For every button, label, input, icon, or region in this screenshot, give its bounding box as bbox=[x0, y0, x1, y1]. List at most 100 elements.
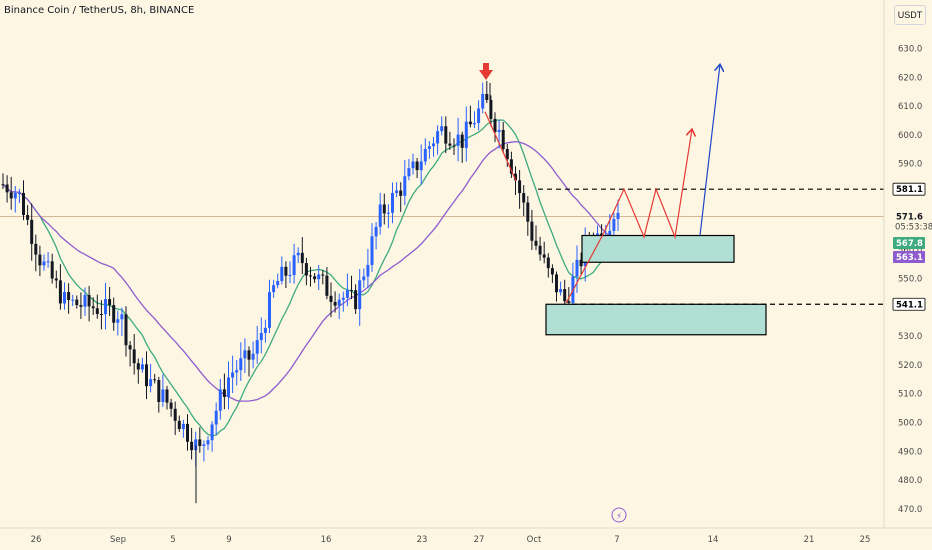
candle bbox=[63, 282, 66, 310]
candle bbox=[128, 341, 132, 367]
candle bbox=[559, 281, 563, 296]
candle-body bbox=[427, 146, 431, 149]
candle-body bbox=[218, 389, 222, 411]
candle bbox=[276, 273, 280, 289]
candle bbox=[91, 297, 95, 315]
candle-body bbox=[522, 193, 526, 203]
candle bbox=[165, 385, 169, 410]
candle bbox=[550, 264, 554, 284]
candle bbox=[337, 293, 341, 320]
candle bbox=[124, 306, 128, 357]
candle bbox=[46, 252, 50, 268]
candle bbox=[370, 223, 374, 272]
candle bbox=[419, 144, 423, 185]
candles bbox=[1, 80, 620, 504]
time-axis[interactable]: 26 Sep 5 9 16 23 27 Oct 7 14 21 25 bbox=[0, 527, 932, 545]
candle-body bbox=[259, 333, 263, 341]
candle bbox=[522, 185, 526, 217]
candle-body bbox=[116, 319, 120, 323]
candle-body bbox=[493, 118, 497, 133]
candle-body bbox=[419, 161, 423, 171]
candle-body bbox=[464, 121, 468, 148]
candle-body bbox=[104, 299, 107, 315]
candle-body bbox=[34, 243, 38, 255]
candle-body bbox=[358, 280, 362, 310]
resistance-tag-bg bbox=[892, 182, 926, 196]
support-tag: 541.1 bbox=[896, 300, 923, 310]
time-tick-label: 25 bbox=[860, 535, 871, 545]
candle bbox=[325, 267, 329, 300]
candle-body bbox=[546, 257, 550, 269]
candle-body bbox=[132, 349, 136, 364]
candle-body bbox=[374, 226, 378, 237]
candle bbox=[268, 279, 271, 333]
candle bbox=[272, 279, 276, 298]
candle-body bbox=[550, 268, 554, 275]
candle-body bbox=[71, 299, 75, 301]
candle-body bbox=[157, 380, 161, 402]
candle-body bbox=[399, 190, 403, 196]
candle-body bbox=[46, 261, 50, 263]
currency-selector[interactable]: USDT bbox=[894, 5, 926, 25]
candle bbox=[526, 196, 530, 236]
candle-body bbox=[395, 190, 399, 193]
candle-body bbox=[542, 254, 546, 258]
candle-body bbox=[120, 314, 124, 320]
candle bbox=[350, 275, 353, 300]
candle bbox=[140, 357, 144, 373]
candle-body bbox=[95, 308, 99, 315]
time-tick-label: 9 bbox=[226, 535, 231, 545]
price-tick-label: 470.0 bbox=[898, 505, 922, 515]
projection-paths bbox=[484, 64, 720, 304]
candle-body bbox=[411, 161, 415, 169]
candle bbox=[505, 144, 509, 167]
candle bbox=[54, 270, 58, 289]
candle bbox=[452, 138, 456, 155]
candle bbox=[87, 285, 91, 322]
candle bbox=[181, 419, 185, 438]
candle-body bbox=[325, 275, 329, 296]
candle bbox=[313, 273, 317, 283]
candle-body bbox=[75, 299, 79, 306]
candle-body bbox=[345, 290, 349, 298]
candle bbox=[411, 153, 415, 175]
candle-body bbox=[1, 184, 5, 186]
candle-body bbox=[296, 252, 300, 256]
candle bbox=[530, 209, 534, 250]
last-price-tag-countdown: 05:53:38 bbox=[895, 223, 932, 233]
candle-body bbox=[272, 285, 276, 293]
candle-body bbox=[67, 291, 71, 300]
down-arrow-icon bbox=[479, 63, 493, 80]
candle-body bbox=[341, 297, 345, 300]
candle-body bbox=[50, 261, 54, 279]
candle bbox=[227, 361, 230, 410]
candle bbox=[13, 185, 17, 213]
candle-body bbox=[268, 292, 271, 328]
candle bbox=[50, 253, 54, 284]
candle bbox=[198, 427, 202, 453]
candle-body bbox=[452, 145, 456, 147]
price-tick-label: 600.0 bbox=[898, 131, 922, 141]
candle-body bbox=[378, 204, 382, 227]
candle bbox=[448, 131, 452, 150]
candle-body bbox=[567, 301, 571, 303]
candle-body bbox=[17, 192, 21, 194]
candle bbox=[190, 428, 194, 460]
candle bbox=[440, 116, 444, 136]
candle-body bbox=[288, 275, 292, 277]
candle-body bbox=[563, 289, 567, 302]
price-tick-label: 480.0 bbox=[898, 476, 922, 486]
candle-body bbox=[58, 280, 62, 304]
candle-body bbox=[206, 440, 210, 445]
candle bbox=[222, 373, 226, 410]
candle-body bbox=[140, 364, 144, 370]
candle-body bbox=[485, 93, 489, 100]
price-axis[interactable]: 630.0620.0610.0600.0590.0580.0570.0560.0… bbox=[883, 0, 922, 528]
candle-body bbox=[108, 299, 112, 306]
candle bbox=[280, 256, 284, 285]
candle bbox=[571, 262, 575, 308]
candle-body bbox=[309, 275, 312, 277]
price-tick-label: 560.0 bbox=[898, 246, 922, 256]
candle-body bbox=[9, 192, 13, 199]
